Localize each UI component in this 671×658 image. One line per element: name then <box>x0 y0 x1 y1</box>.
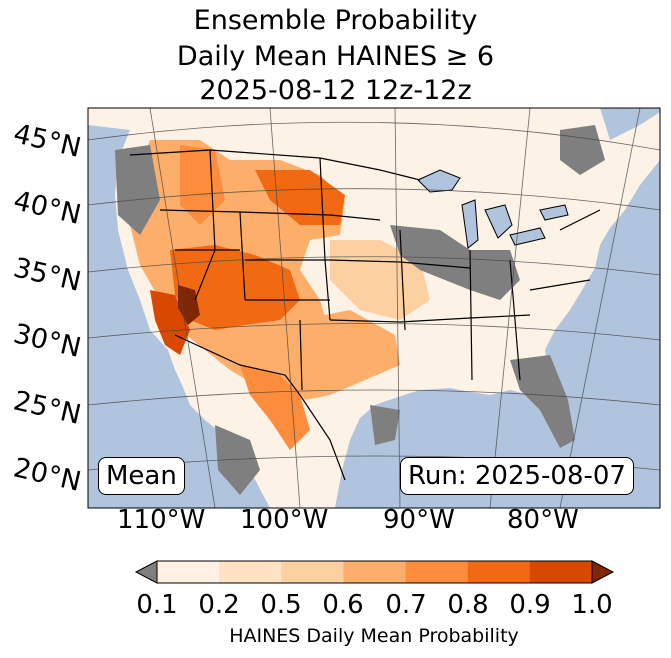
gray-region-gulf <box>370 405 400 445</box>
colorbar-tick-4: 0.7 <box>385 590 427 620</box>
colorbar-tick-7: 1.0 <box>571 590 613 620</box>
colorbar-label: HAINES Daily Mean Probability <box>229 625 519 647</box>
lon-label-100: 100°W <box>240 505 329 535</box>
colorbar-tick-5: 0.8 <box>447 590 489 620</box>
colorbar-tick-0: 0.1 <box>136 590 178 620</box>
map-frame <box>87 107 661 509</box>
stat-box: Mean <box>98 457 185 495</box>
lon-label-80: 80°W <box>507 505 579 535</box>
title-line-3: 2025-08-12 12z-12z <box>199 75 472 106</box>
idaho-hot-region <box>180 145 225 225</box>
colorbar-tick-2: 0.5 <box>260 590 302 620</box>
colorbar-frame <box>156 560 593 584</box>
southwest-hot-region <box>170 245 300 330</box>
gray-region-midwest <box>390 225 520 300</box>
texas-region <box>290 310 400 400</box>
colorbar-segment <box>281 561 344 583</box>
baja-region <box>150 290 190 355</box>
great-lakes <box>417 169 569 249</box>
title-line-2: Daily Mean HAINES ≥ 6 <box>176 41 495 72</box>
lon-label-110: 110°W <box>117 505 206 535</box>
colorbar-under-arrow <box>134 560 158 584</box>
colorbar-tick-6: 0.9 <box>509 590 551 620</box>
gray-region-mexico <box>215 425 260 495</box>
colorbar-over-arrow <box>591 560 615 584</box>
colorbar-segments <box>157 561 593 583</box>
map-content <box>88 108 660 508</box>
run-date-box: Run: 2025-08-07 <box>400 457 634 495</box>
colorbar-segment <box>405 561 469 583</box>
colorbar-tick-1: 0.2 <box>198 590 240 620</box>
colorbar-segment <box>529 561 593 583</box>
colorbar-segment <box>467 561 531 583</box>
title-line-1: Ensemble Probability <box>193 5 478 36</box>
gray-region-northeast <box>560 125 605 175</box>
mexico-region <box>240 365 310 450</box>
east-light-region <box>330 240 430 320</box>
lon-label-90: 90°W <box>383 505 455 535</box>
gray-region-florida <box>510 355 575 448</box>
colorbar-segment <box>219 561 282 583</box>
state-borders <box>129 149 601 481</box>
colorbar-segment <box>157 561 220 583</box>
colorbar-segment <box>343 561 407 583</box>
colorbar-tick-3: 0.6 <box>322 590 364 620</box>
gray-region-west <box>115 145 160 235</box>
graticule <box>88 108 660 508</box>
